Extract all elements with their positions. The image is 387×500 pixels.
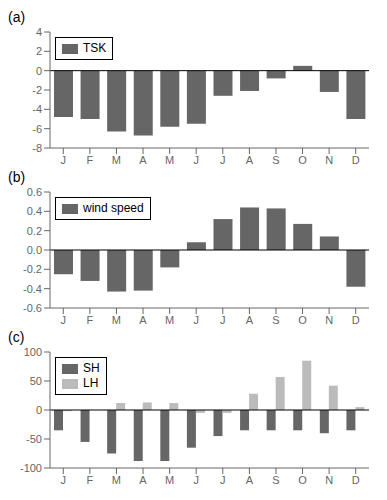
html-text:SH: SH: [83, 361, 100, 375]
svg-text:N: N: [325, 154, 333, 166]
svg-text:S: S: [272, 314, 279, 326]
svg-text:D: D: [352, 314, 360, 326]
svg-text:A: A: [139, 474, 147, 486]
svg-text:A: A: [246, 474, 254, 486]
html-text:TSK: TSK: [83, 41, 107, 55]
svg-text:100: 100: [24, 346, 42, 358]
svg-text:J: J: [220, 154, 226, 166]
svg-text:A: A: [246, 314, 254, 326]
svg-text:-50: -50: [26, 433, 42, 445]
html-text:wind speed: wind speed: [83, 201, 144, 215]
svg-text:0: 0: [36, 404, 42, 416]
svg-text:-100: -100: [20, 462, 42, 474]
svg-text:A: A: [139, 314, 147, 326]
svg-text:M: M: [165, 474, 174, 486]
svg-text:J: J: [61, 474, 67, 486]
svg-text:J: J: [193, 154, 199, 166]
html-text:(c): (c): [8, 329, 25, 345]
svg-text:J: J: [193, 314, 199, 326]
html-text:(b): (b): [8, 169, 26, 185]
svg-text:O: O: [298, 474, 307, 486]
svg-text:M: M: [112, 474, 121, 486]
html-text:LH: LH: [83, 376, 99, 390]
svg-text:M: M: [165, 314, 174, 326]
svg-text:M: M: [112, 314, 121, 326]
svg-text:J: J: [193, 474, 199, 486]
svg-text:-0.6: -0.6: [23, 302, 42, 314]
svg-text:O: O: [298, 314, 307, 326]
svg-text:D: D: [352, 474, 360, 486]
svg-text:J: J: [61, 314, 67, 326]
svg-text:-0.2: -0.2: [23, 263, 42, 275]
svg-text:-6: -6: [32, 123, 42, 135]
svg-text:F: F: [87, 154, 94, 166]
svg-text:0.6: 0.6: [27, 186, 42, 198]
svg-text:A: A: [139, 154, 147, 166]
svg-text:4: 4: [36, 26, 42, 38]
svg-text:O: O: [298, 154, 307, 166]
svg-text:M: M: [112, 154, 121, 166]
svg-text:-8: -8: [32, 142, 42, 154]
svg-text:0: 0: [36, 65, 42, 77]
svg-text:S: S: [272, 474, 279, 486]
svg-text:A: A: [246, 154, 254, 166]
svg-text:D: D: [352, 154, 360, 166]
svg-text:N: N: [325, 474, 333, 486]
svg-text:F: F: [87, 314, 94, 326]
svg-text:50: 50: [30, 375, 42, 387]
svg-text:F: F: [87, 474, 94, 486]
svg-text:0.0: 0.0: [27, 244, 42, 256]
svg-text:0.4: 0.4: [27, 205, 42, 217]
svg-text:N: N: [325, 314, 333, 326]
svg-text:J: J: [220, 314, 226, 326]
svg-text:M: M: [165, 154, 174, 166]
svg-text:S: S: [272, 154, 279, 166]
svg-text:0.2: 0.2: [27, 225, 42, 237]
svg-text:J: J: [220, 474, 226, 486]
svg-text:-0.4: -0.4: [23, 283, 42, 295]
svg-text:2: 2: [36, 45, 42, 57]
svg-text:-4: -4: [32, 103, 42, 115]
svg-text:J: J: [61, 154, 67, 166]
svg-text:-2: -2: [32, 84, 42, 96]
html-text:(a): (a): [8, 9, 26, 25]
